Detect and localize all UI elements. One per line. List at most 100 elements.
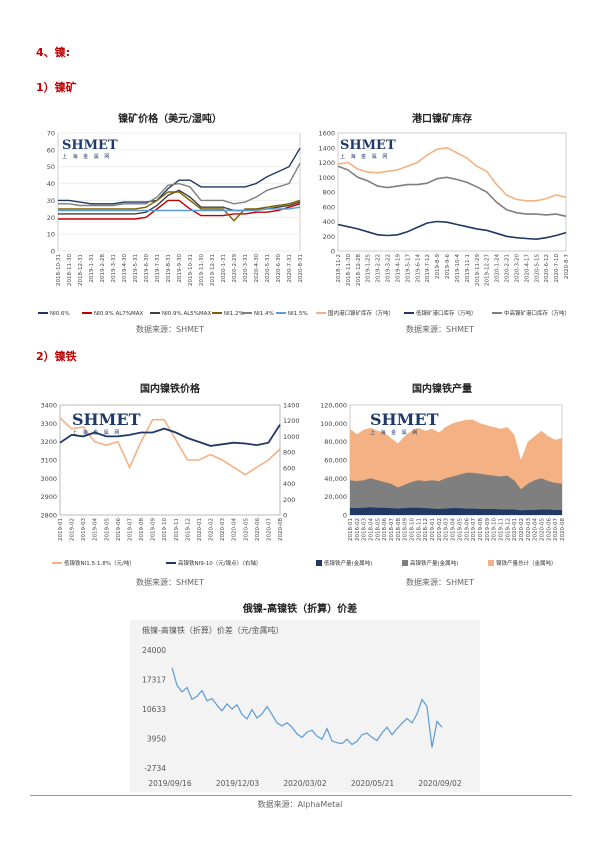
x-tick-label: 2019-10-31 <box>188 254 194 286</box>
x-tick-label: 2020-3-31 <box>243 254 249 282</box>
x-tick-label: 2019-8-9 <box>435 254 441 279</box>
x-tick-label: 2020-02 <box>519 518 525 541</box>
shmet-logo: SHMET 上 海 金 属 网 <box>62 138 118 160</box>
x-tick-label: 2019-04 <box>93 518 99 541</box>
y2-tick-label: 200 <box>283 496 295 504</box>
y-tick-label: 20,000 <box>324 493 347 501</box>
x-tick-label: 2020-04 <box>232 518 238 541</box>
x-tick-label: 2020-06 <box>546 518 552 541</box>
y-tick-label: 10 <box>47 231 55 239</box>
x-tick-label: 2018-07 <box>389 518 395 541</box>
y2-tick-label: 1000 <box>283 433 300 441</box>
x-tick-label: 2018-10-31 <box>56 254 62 286</box>
x-tick-label: 2019-10 <box>492 518 498 541</box>
x-tick-label: 2019-1-25 <box>366 254 372 283</box>
x-tick-label: 2020-07 <box>266 518 272 541</box>
x-tick-label: 2019-12 <box>505 518 511 541</box>
x-tick-label: 2020-01 <box>197 518 203 541</box>
y2-tick-label: 800 <box>283 449 295 457</box>
series-line-2 <box>337 220 567 241</box>
x-tick-label: 2020-6-30 <box>276 254 282 283</box>
shmet-logo: SHMET 上 海 金 属 网 <box>72 410 141 436</box>
source-note: 数据来源：SHMET <box>136 325 204 334</box>
y-tick-label: 600 <box>323 203 335 211</box>
y-tick-label: 120,000 <box>320 402 347 410</box>
y2-tick-label: 600 <box>283 464 295 472</box>
y-tick-label: 1000 <box>318 174 335 182</box>
x-tick-label: 2019-3-22 <box>386 254 392 282</box>
y-tick-label: 3200 <box>40 438 57 446</box>
x-tick-label: 2019-05 <box>457 518 463 541</box>
x-tick-label: 2020-03 <box>220 518 226 541</box>
shmet-logo: SHMET 上 海 金 属 网 <box>370 410 439 436</box>
x-tick-label: 2019-11 <box>498 518 504 541</box>
legend-item: 高镍铁产量(金属吨) <box>410 559 458 567</box>
x-tick-label: 2018-04 <box>369 518 375 541</box>
x-tick-label: 2019-09 <box>485 518 491 541</box>
legend-item: NI0.9% AL7%MAX <box>94 311 144 317</box>
x-tick-label: 2019-12-31 <box>210 254 216 286</box>
series-line-2 <box>58 199 301 220</box>
y-tick-label: 30 <box>47 197 55 205</box>
x-tick-label: 2020-07 <box>553 518 559 541</box>
y-tick-label: 3400 <box>40 402 57 410</box>
area-low-nickel <box>350 507 562 515</box>
x-tick-label: 2019-3-31 <box>111 254 117 282</box>
ore-price-chart: 0 10 20 30 40 50 60 70 2018-10-31 2018-11-30 2018-… <box>38 130 308 317</box>
divider <box>30 795 572 796</box>
y-tick-label: 1400 <box>318 144 335 152</box>
chart-subtitle: 俄镍-高镍铁（折算）价差（元/金属吨） <box>142 625 284 635</box>
y2-tick-label: 1400 <box>283 402 300 410</box>
x-tick-label: 2019-01 <box>430 518 436 541</box>
y-tick-label: 200 <box>323 233 335 241</box>
legend-item: 高镍铁NI9-10（元/镍点）（右轴） <box>178 559 261 567</box>
x-tick-label: 2020-03 <box>526 518 532 541</box>
series-line-spread <box>171 667 443 748</box>
series-line-high-nickel <box>59 424 281 447</box>
y-tick-label: 2800 <box>40 512 57 520</box>
source-note: 数据来源：SHMET <box>136 578 204 587</box>
x-tick-label: 2018-09 <box>403 518 409 541</box>
x-tick-label: 2019-07 <box>127 518 133 541</box>
source-note: 数据来源：SHMET <box>406 325 474 334</box>
section-heading-nickel: 4、镍: <box>36 46 71 59</box>
y-tick-label: 24000 <box>142 646 166 655</box>
y-tick-label: 0 <box>51 248 55 256</box>
x-tick-label: 2020-2-29 <box>232 254 238 283</box>
x-tick-label: 2019-1-31 <box>89 254 95 282</box>
x-tick-label: 2019-05 <box>104 518 110 541</box>
legend-item: 国内港口镍矿库存（万吨） <box>328 309 394 317</box>
x-tick-label: 2020-4-17 <box>524 254 530 283</box>
x-tick-label: 2020-8-7 <box>564 254 570 279</box>
x-tick-label: 2018-11-2 <box>336 254 342 282</box>
chart-title-iron-output: 国内镍铁产量 <box>412 384 472 395</box>
x-tick-label: 2019-08 <box>478 518 484 541</box>
iron-output-chart: 0 20,000 40,000 60,000 80,000 100,000 120,000 2… <box>316 402 566 567</box>
x-tick-label: 2019-06 <box>464 518 470 541</box>
legend-item: NI1.5% <box>288 311 308 317</box>
legend-item: 中高镍矿港口库存（万吨） <box>504 309 570 317</box>
x-tick-label: 2020-01 <box>512 518 518 541</box>
x-tick-label: 2019-2-28 <box>100 254 106 283</box>
x-tick-label: 2018-12-28 <box>356 254 362 286</box>
legend-item: NI0.9% AL5%MAX <box>162 311 212 317</box>
x-tick-label: 2019-02 <box>70 518 76 541</box>
x-tick-label: 2020-2-21 <box>505 254 511 282</box>
y-tick-label: 3000 <box>40 475 57 483</box>
port-stock-chart: 0 200 400 600 800 1000 1200 1400 1600 2018-11-2 20… <box>316 130 570 317</box>
x-tick-label: 2019-9-30 <box>177 254 183 283</box>
x-tick-label: 2019-5-17 <box>405 254 411 283</box>
source-note: 数据来源：AlphaMetal <box>257 800 343 809</box>
x-tick-label: 2020-06 <box>255 518 261 541</box>
x-tick-label: 2018-03 <box>362 518 368 541</box>
y-tick-label: 10633 <box>142 705 166 714</box>
x-tick-label: 2018-02 <box>355 518 361 541</box>
spread-chart: 俄镍-高镍铁（折算）价差（元/金属吨） 24000 17317 10633 3950 -2… <box>130 620 480 792</box>
y2-tick-label: 1200 <box>283 417 300 425</box>
y-tick-label: 50 <box>47 163 55 171</box>
x-tick-label: 2019-04 <box>451 518 457 541</box>
iron-price-chart: 2800 2900 3000 3100 3200 3300 3400 0 200 400 600 80… <box>40 402 300 568</box>
x-tick-label: 2018-11-30 <box>67 254 73 286</box>
y-tick-label: 400 <box>323 218 335 226</box>
chart-title-iron-price: 国内镍铁价格 <box>140 384 200 395</box>
